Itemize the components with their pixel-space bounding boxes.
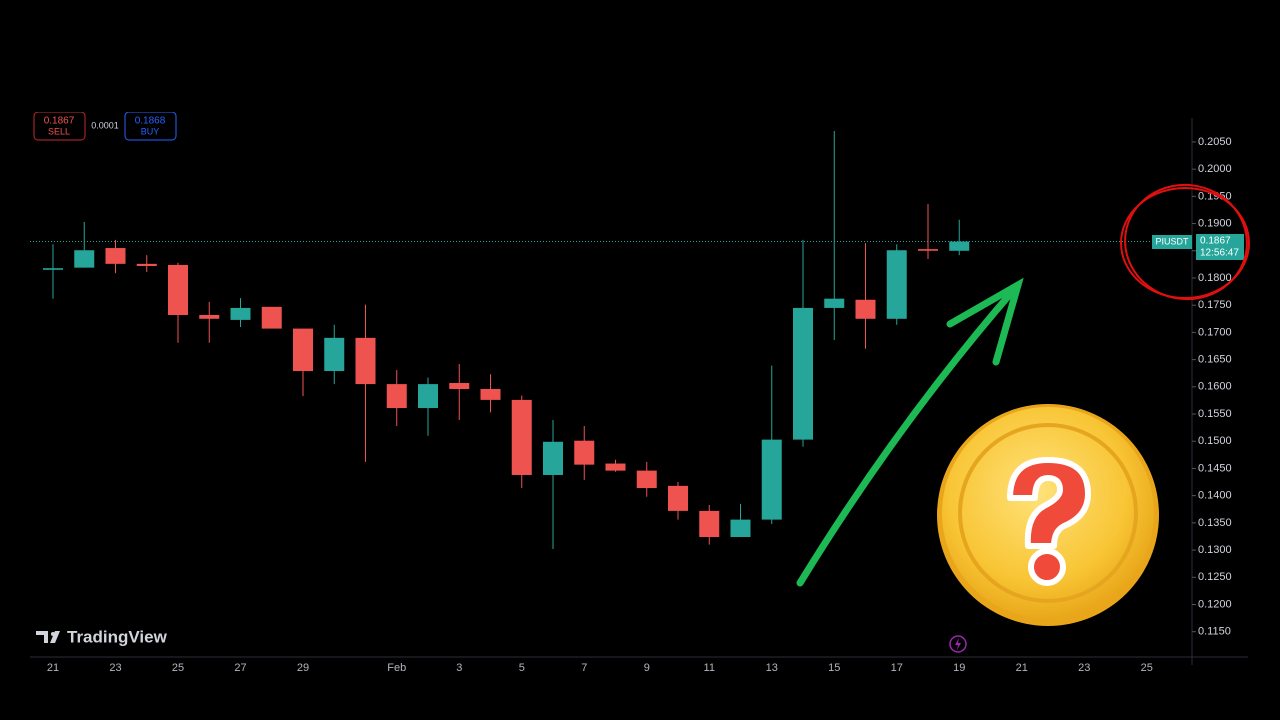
x-tick-label: 21	[1016, 662, 1028, 674]
x-tick-label: 21	[47, 662, 59, 674]
candle-body	[386, 384, 407, 409]
candle-body	[43, 268, 63, 270]
sell-price: 0.1867	[44, 116, 75, 127]
x-tick-label: 23	[109, 662, 121, 674]
x-tick-label: 15	[828, 662, 840, 674]
y-tick-label: 0.1400	[1198, 490, 1232, 502]
last-price: 0.1867	[1200, 236, 1231, 247]
logo-text: TradingView	[67, 627, 168, 646]
last-price-tag	[1196, 234, 1244, 260]
y-tick-label: 0.1350	[1198, 517, 1232, 529]
candle-body	[543, 441, 563, 475]
candle-body	[199, 314, 220, 319]
y-tick-label: 0.1200	[1198, 598, 1232, 610]
buy-label: BUY	[141, 126, 160, 136]
candle-body	[74, 250, 95, 268]
symbol-tag	[1152, 235, 1192, 249]
y-tick-label: 0.1250	[1198, 571, 1232, 583]
up-arrow	[796, 277, 1024, 587]
top-mask	[0, 100, 1190, 112]
x-tick-label: 25	[172, 662, 184, 674]
candle-body	[730, 519, 751, 538]
logo-dot	[51, 632, 55, 636]
buy-price: 0.1868	[135, 116, 166, 127]
x-tick-label: 9	[644, 662, 650, 674]
candle-body	[574, 440, 595, 465]
candle-body	[824, 298, 845, 308]
candle-body	[324, 337, 345, 372]
axes: 0.1150 0.1200 0.1250 0.1300 0.1350 0.1400 0.14…	[47, 136, 1232, 674]
logo: TradingView	[36, 627, 168, 646]
candle-body	[918, 249, 938, 251]
x-tick-label: 7	[581, 662, 587, 674]
candle-body	[855, 299, 876, 319]
y-tick-label: 0.1600	[1198, 381, 1232, 393]
candle-body	[449, 383, 470, 389]
candle-body	[949, 241, 970, 251]
y-tick-label: 0.1550	[1198, 408, 1232, 420]
x-tick-label: 29	[297, 662, 309, 674]
y-tick-label: 0.1900	[1198, 217, 1232, 229]
y-tick-label: 0.1700	[1198, 326, 1232, 338]
candle-body	[418, 384, 438, 409]
candle-body	[511, 399, 532, 475]
candle-body	[230, 307, 251, 320]
countdown: 12:56:47	[1200, 248, 1239, 259]
x-tick-label: 17	[891, 662, 903, 674]
y-tick-label: 0.1750	[1198, 299, 1232, 311]
y-tick-label: 0.1800	[1198, 272, 1232, 284]
x-tick-label: 11	[704, 662, 715, 674]
candle-body	[480, 389, 501, 400]
x-tick-label: 19	[953, 662, 965, 674]
price-label: PIUSDT 0.1867 12:56:47	[1152, 234, 1244, 260]
candle-body	[793, 307, 813, 440]
spread: 0.0001	[91, 120, 119, 130]
x-tick-label: 3	[456, 662, 462, 674]
y-tick-label: 0.1500	[1198, 435, 1232, 447]
x-tick-label: 13	[766, 662, 778, 674]
candle-body	[293, 328, 313, 372]
x-tick-label: 5	[519, 662, 525, 674]
x-tick-label: 25	[1141, 662, 1153, 674]
candle-body	[605, 463, 626, 471]
candle-body	[886, 250, 907, 319]
candle-body	[761, 439, 782, 520]
y-tick-label: 0.2000	[1198, 163, 1232, 175]
symbol: PIUSDT	[1155, 236, 1189, 246]
candle-body	[168, 264, 188, 315]
candle-body	[136, 263, 157, 267]
candle-body	[699, 510, 720, 538]
y-tick-label: 0.1450	[1198, 462, 1232, 474]
candle-body	[105, 248, 126, 264]
x-tick-label: Feb	[387, 662, 406, 674]
candle-body	[636, 470, 657, 489]
highlight-circle	[1120, 183, 1250, 301]
trade-widget: 0.1867 SELL 0.0001 0.1868 BUY	[33, 111, 177, 141]
lightning-icon[interactable]	[949, 635, 967, 653]
y-tick-label: 0.2050	[1198, 136, 1232, 148]
sell-label: SELL	[48, 126, 70, 136]
candle-body	[668, 485, 688, 511]
candle-body	[261, 306, 282, 329]
candle-body	[355, 337, 376, 385]
plot-area	[30, 131, 1190, 549]
x-tick-label: 23	[1078, 662, 1090, 674]
coin-icon	[937, 404, 1159, 626]
y-tick-label: 0.1150	[1198, 626, 1231, 638]
y-tick-label: 0.1650	[1198, 354, 1232, 366]
y-tick-label: 0.1300	[1198, 544, 1232, 556]
x-tick-label: 27	[234, 662, 246, 674]
